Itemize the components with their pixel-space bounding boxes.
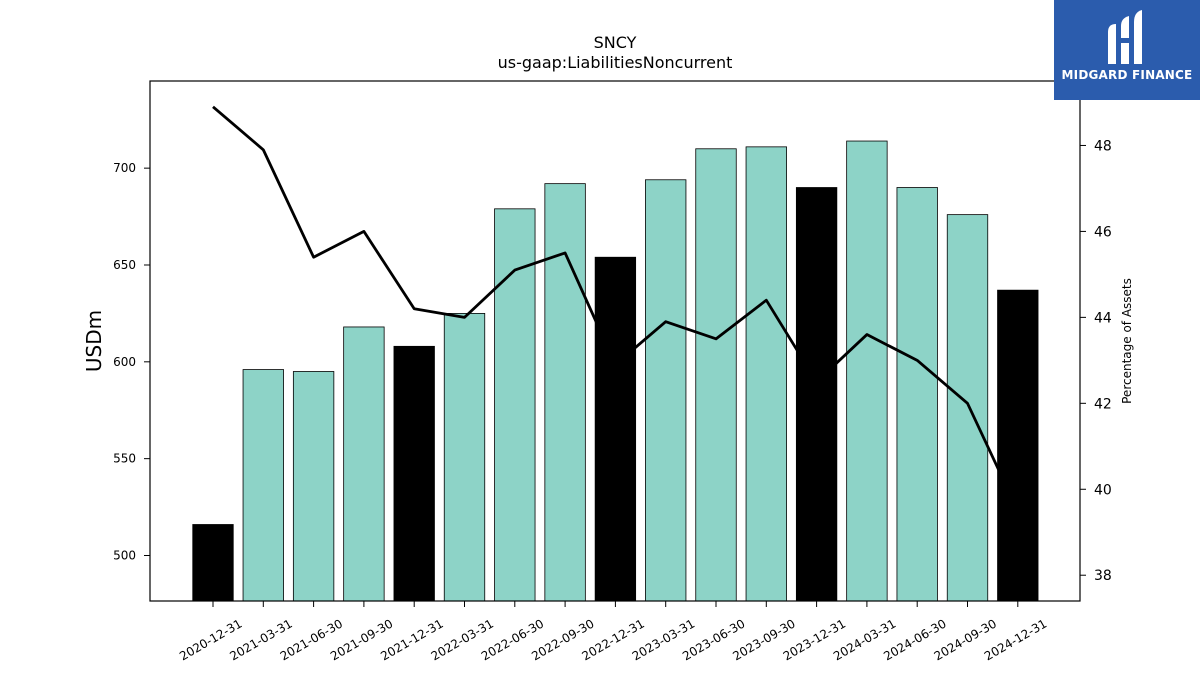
y-tick-label: 550 xyxy=(113,452,136,466)
y-tick-label: 500 xyxy=(113,548,136,562)
bar-2024-03-31 xyxy=(846,140,888,602)
chart-subtitle: us-gaap:LiabilitiesNoncurrent xyxy=(498,53,733,72)
y-right-tick-label: 48 xyxy=(1094,138,1112,154)
chart-title: SNCY xyxy=(594,33,637,52)
y-axis-right-title: Percentage of Assets xyxy=(1120,278,1134,404)
x-axis: 2020-12-312021-03-312021-06-302021-09-30… xyxy=(177,601,1049,663)
left-axis: 500 550 600 650 700 xyxy=(113,161,150,562)
bar-2021-06-30 xyxy=(292,371,335,602)
y-tick-label: 700 xyxy=(113,161,136,175)
y-axis-title: USDm xyxy=(82,310,106,372)
brand-logo: MIDGARD FINANCE xyxy=(1054,0,1200,100)
y-tick-label: 600 xyxy=(113,355,136,369)
bar-2022-12-31 xyxy=(594,256,637,602)
bar-2023-06-30 xyxy=(695,148,737,602)
y-right-tick-label: 42 xyxy=(1094,396,1112,412)
brand-name: MIDGARD FINANCE xyxy=(1061,68,1193,82)
midgard-logo-icon xyxy=(1108,10,1142,64)
bar-2020-12-31 xyxy=(192,524,234,602)
bars-layer xyxy=(192,140,1039,602)
bar-2024-06-30 xyxy=(896,187,938,602)
bar-2023-03-31 xyxy=(645,179,687,602)
bar-2023-12-31 xyxy=(795,187,838,602)
y-right-tick-label: 38 xyxy=(1094,568,1112,584)
bar-2021-12-31 xyxy=(393,345,435,602)
bar-2024-09-30 xyxy=(946,214,989,602)
line-layer xyxy=(212,105,1020,512)
y-right-tick-label: 40 xyxy=(1094,482,1112,498)
bar-2022-03-31 xyxy=(443,313,486,602)
bar-2023-09-30 xyxy=(745,146,787,602)
y-right-tick-label: 44 xyxy=(1094,310,1112,326)
percentage-line xyxy=(212,105,1020,512)
bar-2021-03-31 xyxy=(242,369,284,602)
bar-2022-09-30 xyxy=(544,183,586,602)
bar-2024-12-31 xyxy=(997,289,1039,602)
right-axis: 38 40 42 44 46 48 xyxy=(1080,138,1112,584)
bar-2022-06-30 xyxy=(494,208,536,602)
bar-2021-09-30 xyxy=(343,326,385,602)
y-tick-label: 650 xyxy=(113,258,136,272)
y-right-tick-label: 46 xyxy=(1094,224,1112,240)
